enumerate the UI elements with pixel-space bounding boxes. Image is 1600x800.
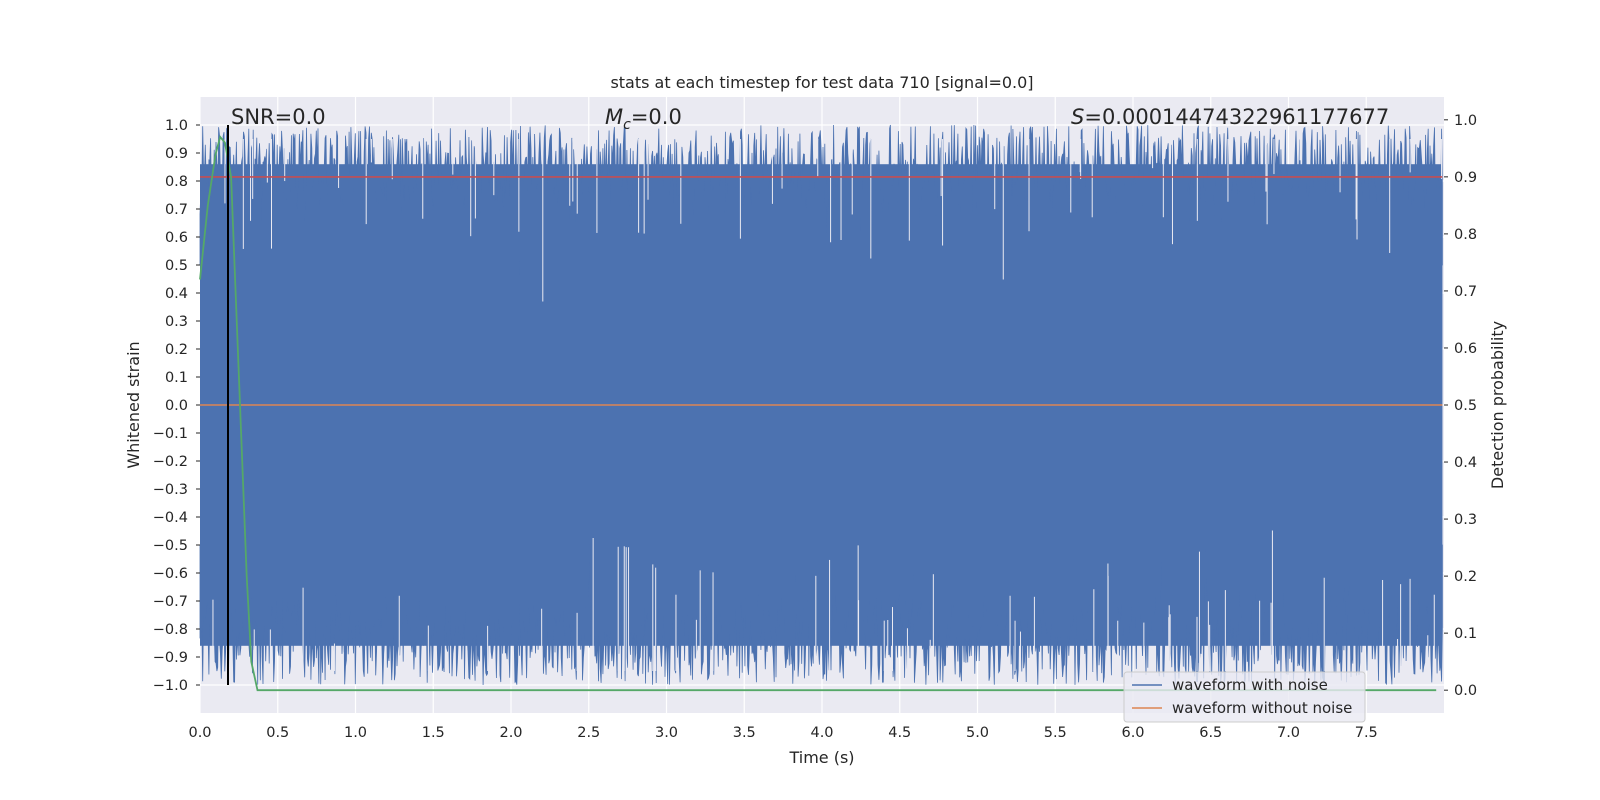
y-tick-label: 1.0 [165, 118, 188, 134]
chart-title: stats at each timestep for test data 710… [610, 73, 1033, 92]
y-axis-ticks: 1.0 0.9 0.8 0.7 0.6 0.5 0.4 0.3 0.2 0.1 0.0 −0.1 −0.… [153, 118, 200, 694]
y-tick-label: −0.4 [153, 510, 188, 526]
y-tick-label: 0.7 [165, 202, 188, 218]
x-tick-label: 7.0 [1277, 725, 1300, 741]
legend-box [1123, 671, 1366, 723]
chirp-mass-symbol: M [605, 105, 623, 129]
legend-label-clean: waveform without noise [1172, 699, 1352, 717]
chirp-mass-subscript: c [623, 117, 631, 133]
x-tick-label: 5.0 [966, 725, 989, 741]
x-tick-label: 2.0 [499, 725, 522, 741]
y-tick-label: 0.9 [165, 146, 188, 162]
y-tick-label: 0.4 [165, 286, 188, 302]
y-tick-label: −0.5 [153, 538, 188, 554]
y2-tick-label: 0.4 [1454, 455, 1477, 471]
x-tick-label: 0.0 [188, 725, 211, 741]
y2-tick-label: 1.0 [1454, 113, 1477, 129]
y2-axis-label: Detection probability [1488, 321, 1507, 489]
y-tick-label: −0.9 [153, 650, 188, 666]
x-tick-label: 6.5 [1199, 725, 1222, 741]
significance-symbol: S [1071, 105, 1084, 129]
y2-tick-label: 0.7 [1454, 284, 1477, 300]
y-tick-label: 0.2 [165, 342, 188, 358]
x-tick-label: 4.5 [888, 725, 911, 741]
x-axis-ticks: 0.0 0.5 1.0 1.5 2.0 2.5 3.0 3.5 4.0 4.5 5.0 5.5 6.0 6… [188, 725, 1377, 741]
y2-axis-ticks: 1.0 0.9 0.8 0.7 0.6 0.5 0.4 0.3 0.2 0.1 0.0 [1444, 113, 1477, 699]
x-tick-label: 1.0 [344, 725, 367, 741]
y-tick-label: 0.8 [165, 174, 188, 190]
significance-annotation: S=0.00014474322961177677 [1071, 105, 1389, 129]
y-tick-label: −0.8 [153, 622, 188, 638]
x-tick-label: 4.0 [810, 725, 833, 741]
x-tick-label: 3.5 [733, 725, 756, 741]
y2-tick-label: 0.8 [1454, 227, 1477, 243]
y-tick-label: 0.3 [165, 314, 188, 330]
y2-tick-label: 0.0 [1454, 683, 1477, 699]
y-tick-label: −0.3 [153, 482, 188, 498]
y-tick-label: 0.0 [165, 398, 188, 414]
noise-waveform-lower [199, 534, 1443, 686]
x-tick-label: 6.0 [1121, 725, 1144, 741]
x-tick-label: 2.5 [577, 725, 600, 741]
x-tick-label: 0.5 [266, 725, 289, 741]
y-tick-label: −0.6 [153, 566, 188, 582]
y-tick-label: −0.1 [153, 426, 188, 442]
snr-annotation: SNR=0.0 [231, 105, 326, 129]
y-axis-label: Whitened strain [124, 341, 143, 468]
y2-tick-label: 0.9 [1454, 170, 1477, 186]
y2-tick-label: 0.1 [1454, 626, 1477, 642]
y-tick-label: 0.5 [165, 258, 188, 274]
x-axis-label: Time (s) [788, 748, 854, 767]
x-tick-label: 3.0 [655, 725, 678, 741]
noise-waveform-upper [199, 124, 1443, 281]
x-tick-label: 1.5 [422, 725, 445, 741]
chirp-mass-value: =0.0 [631, 105, 682, 129]
x-tick-label: 5.5 [1044, 725, 1067, 741]
y2-tick-label: 0.5 [1454, 398, 1477, 414]
y-tick-label: −1.0 [153, 678, 188, 694]
y2-tick-label: 0.6 [1454, 341, 1477, 357]
y-tick-label: 0.1 [165, 370, 188, 386]
significance-value: =0.00014474322961177677 [1084, 105, 1389, 129]
legend-label-noise: waveform with noise [1172, 676, 1328, 694]
y2-tick-label: 0.2 [1454, 569, 1477, 585]
legend: waveform with noise waveform without noi… [1123, 671, 1366, 723]
series-layer [199, 124, 1443, 692]
y-tick-label: 0.6 [165, 230, 188, 246]
y-tick-label: −0.7 [153, 594, 188, 610]
chirp-mass-annotation: Mc=0.0 [605, 105, 682, 133]
x-tick-label: 7.5 [1355, 725, 1378, 741]
y2-tick-label: 0.3 [1454, 512, 1477, 528]
y-tick-label: −0.2 [153, 454, 188, 470]
detection-probability-line [199, 134, 1437, 692]
